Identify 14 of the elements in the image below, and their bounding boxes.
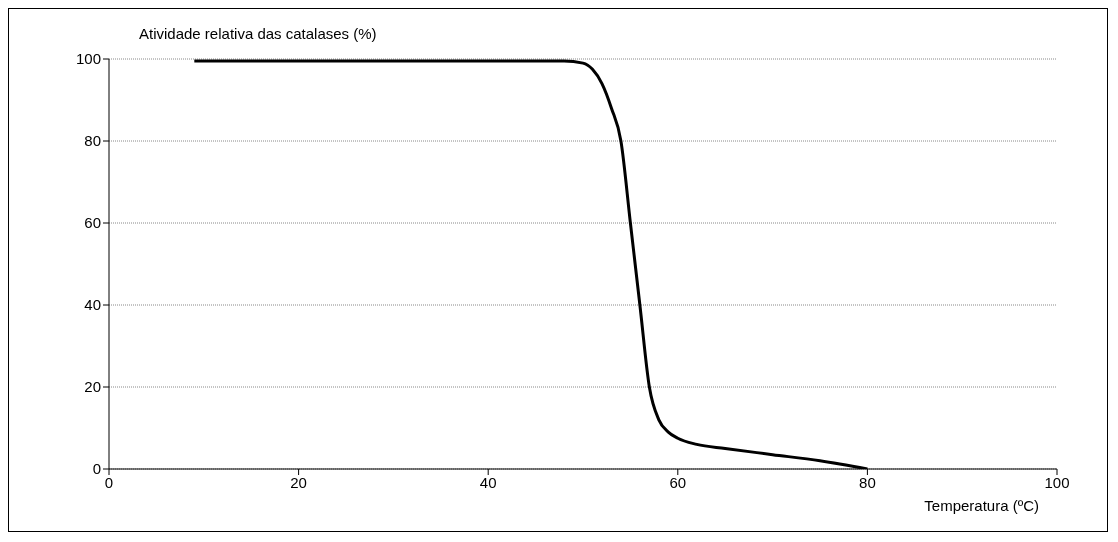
y-tick-label: 80 [84, 132, 101, 150]
y-tick-label: 20 [84, 378, 101, 396]
x-tick-label: 20 [290, 473, 307, 491]
x-tick-label: 0 [104, 473, 114, 491]
x-tick-label: 80 [859, 473, 876, 491]
x-tick-label: 100 [1044, 473, 1070, 491]
y-tick-label: 0 [92, 460, 101, 478]
y-tick-label: 100 [75, 50, 101, 68]
x-tick-label: 60 [669, 473, 687, 491]
x-axis-title: Temperatura (ºC) [924, 497, 1039, 514]
y-axis-title: Atividade relativa das catalases (%) [139, 25, 377, 42]
x-tick-label: 40 [479, 473, 497, 491]
y-tick-label: 60 [84, 214, 101, 232]
y-tick-label: 40 [84, 296, 101, 314]
